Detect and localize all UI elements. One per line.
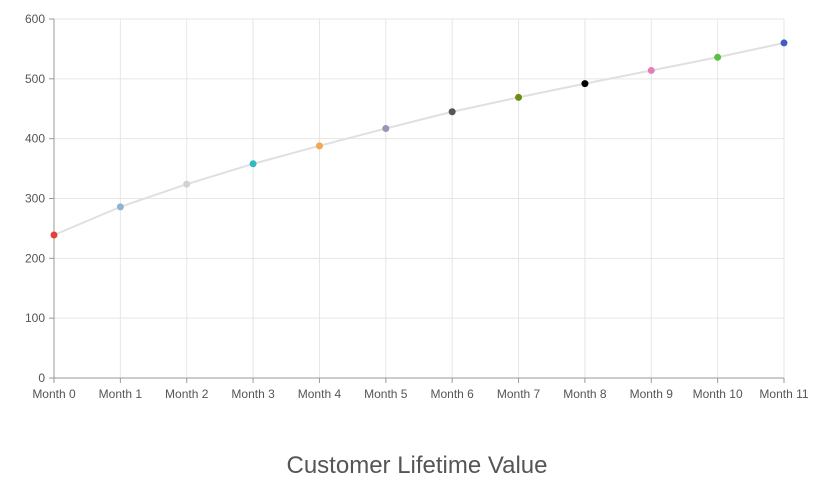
data-point[interactable] [581,80,589,88]
x-tick-label: Month 11 [759,387,808,401]
data-point[interactable] [183,180,191,188]
x-tick-label: Month 7 [497,387,541,401]
chart-grid [49,18,785,383]
y-tick-labels: 0 100 200 300 400 500 600 [25,12,45,385]
x-tick-labels: Month 0 Month 1 Month 2 Month 3 Month 4 Month… [32,387,809,401]
data-point[interactable] [116,203,124,211]
series-line [53,41,785,236]
data-point[interactable] [448,108,456,116]
x-tick-label: Month 9 [630,387,674,401]
chart-title: Customer Lifetime Value [286,452,548,479]
data-point[interactable] [515,93,523,101]
y-tick-label: 200 [25,251,45,265]
data-point[interactable] [50,231,58,239]
series-lines [53,41,785,236]
y-tick-label: 600 [25,12,45,26]
data-points [50,39,788,239]
x-tick-label: Month 8 [563,387,607,401]
chart-axes [53,19,784,379]
y-tick-label: 0 [38,371,45,385]
y-tick-label: 400 [25,132,45,146]
data-point[interactable] [714,53,722,61]
data-point[interactable] [382,124,390,132]
data-point[interactable] [249,160,257,168]
y-tick-label: 500 [25,72,45,86]
x-tick-label: Month 0 [32,387,76,401]
data-point[interactable] [780,39,788,47]
x-tick-label: Month 1 [99,387,143,401]
data-point[interactable] [315,142,323,150]
y-tick-label: 100 [25,311,45,325]
x-tick-label: Month 4 [298,387,342,401]
x-tick-label: Month 2 [165,387,209,401]
x-tick-label: Month 10 [693,387,743,401]
x-tick-label: Month 6 [431,387,475,401]
x-tick-label: Month 5 [364,387,408,401]
x-tick-label: Month 3 [231,387,275,401]
data-point[interactable] [647,66,655,74]
y-tick-label: 300 [25,192,45,206]
